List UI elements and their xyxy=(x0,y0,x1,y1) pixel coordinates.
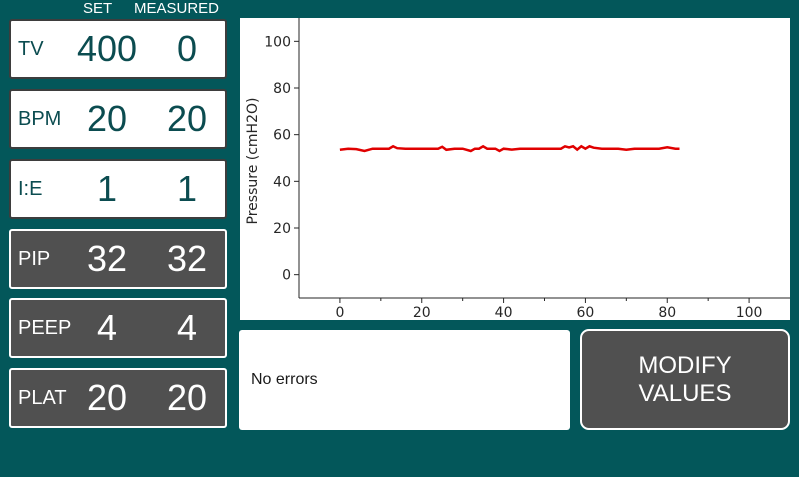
pressure-chart: 0 20 40 60 80 100 0 20 40 60 80 100 Pressure (cmH2… xyxy=(240,18,790,320)
set-column-header: SET xyxy=(83,0,113,17)
pressure-trace-line xyxy=(339,144,680,153)
param-bpm[interactable]: BPM 20 20 xyxy=(9,89,227,149)
param-label: BPM xyxy=(18,107,62,130)
param-label: I:E xyxy=(18,177,43,200)
x-tick-label: 60 xyxy=(577,305,595,320)
y-tick-label: 0 xyxy=(282,268,291,284)
param-set-value: 32 xyxy=(86,238,128,279)
param-set-value: 4 xyxy=(96,307,118,348)
param-tv[interactable]: TV 400 0 xyxy=(9,19,227,79)
param-measured-value: 20 xyxy=(166,98,208,139)
x-ticks: 0 20 40 60 80 100 xyxy=(335,298,762,320)
x-tick-label: 0 xyxy=(335,305,344,320)
y-tick-label: 100 xyxy=(264,34,291,50)
y-tick-label: 60 xyxy=(273,128,291,144)
param-measured-value: 4 xyxy=(176,307,198,348)
param-label: PLAT xyxy=(18,386,67,409)
param-measured-value: 32 xyxy=(166,238,208,279)
param-set-value: 400 xyxy=(76,28,138,69)
modify-values-button[interactable]: MODIFY VALUES xyxy=(580,329,790,430)
param-measured-value: 20 xyxy=(166,377,208,418)
param-set-value: 20 xyxy=(86,98,128,139)
param-peep[interactable]: PEEP 4 4 xyxy=(9,298,227,358)
y-tick-label: 40 xyxy=(273,174,291,190)
y-tick-label: 80 xyxy=(273,81,291,97)
pressure-chart-svg: 0 20 40 60 80 100 0 20 40 60 80 100 Pressure (cmH2… xyxy=(245,18,790,320)
measured-column-header: MEASURED xyxy=(134,0,220,17)
chart-axes xyxy=(298,18,790,299)
x-tick-label: 80 xyxy=(658,305,676,320)
y-axis-label: Pressure (cmH2O) xyxy=(245,98,261,225)
x-tick-label: 40 xyxy=(495,305,513,320)
param-label: PEEP xyxy=(18,316,72,339)
param-pip[interactable]: PIP 32 32 xyxy=(9,229,227,289)
param-label: TV xyxy=(18,37,44,60)
param-measured-value: 0 xyxy=(176,28,198,69)
y-tick-label: 20 xyxy=(273,221,291,237)
param-measured-value: 1 xyxy=(176,168,198,209)
error-status-box: No errors xyxy=(239,330,570,430)
param-plat[interactable]: PLAT 20 20 xyxy=(9,368,227,428)
x-tick-label: 100 xyxy=(736,305,763,320)
param-ie[interactable]: I:E 1 1 xyxy=(9,159,227,219)
error-status-text: No errors xyxy=(251,371,318,388)
param-set-value: 20 xyxy=(86,377,128,418)
param-label: PIP xyxy=(18,247,51,270)
y-ticks: 0 20 40 60 80 100 xyxy=(264,34,299,284)
x-tick-label: 20 xyxy=(413,305,431,320)
param-set-value: 1 xyxy=(96,168,118,209)
chart-series xyxy=(339,144,680,153)
